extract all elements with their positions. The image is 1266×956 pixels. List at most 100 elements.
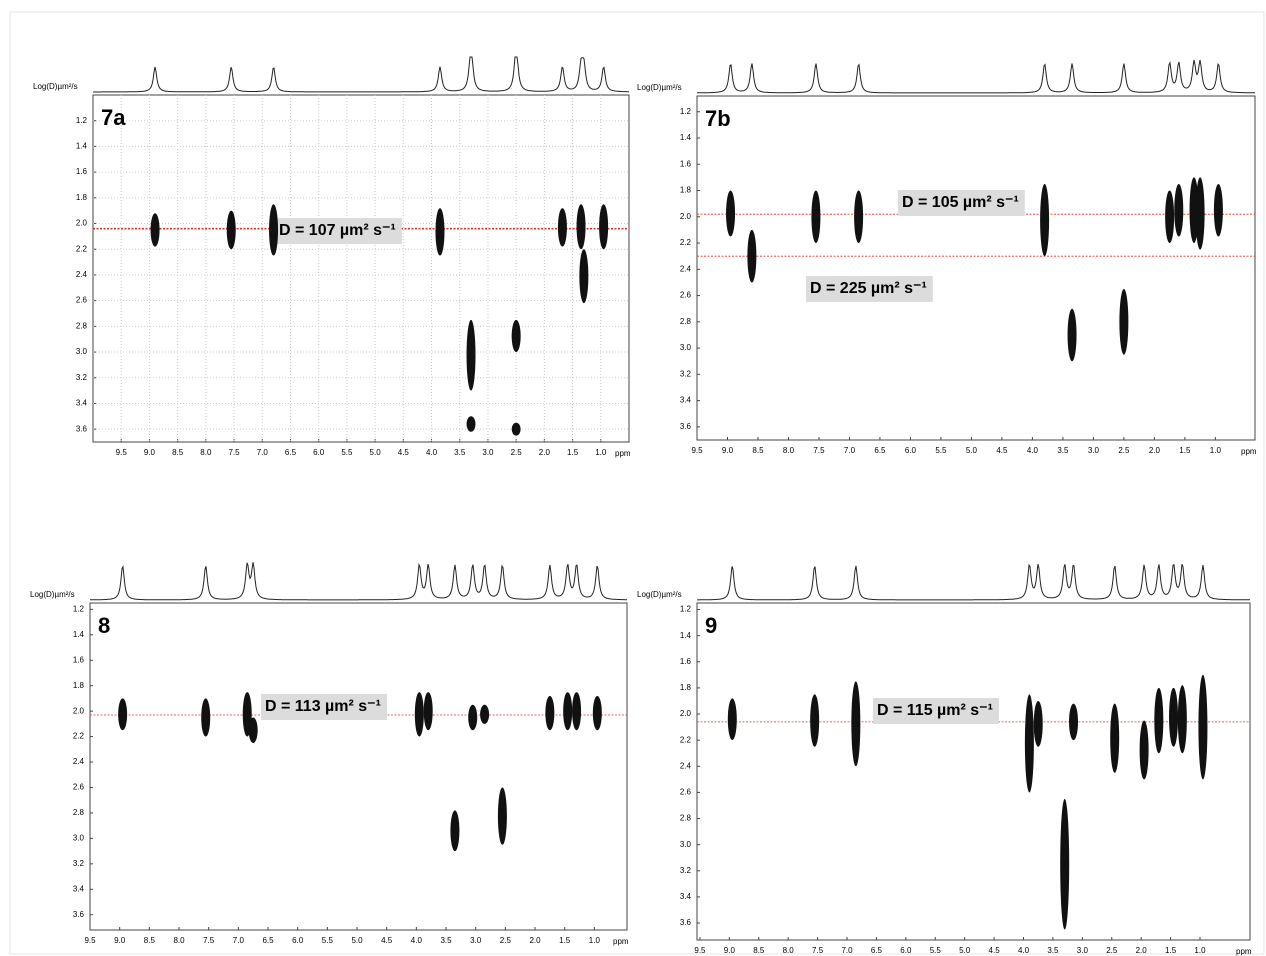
x-tick-label: 4.0 — [426, 448, 438, 457]
panel-label: 8 — [98, 613, 110, 638]
y-tick-label: 3.6 — [680, 422, 692, 431]
y-tick-label: 2.8 — [680, 814, 692, 823]
diffusion-spot — [201, 698, 211, 737]
x-tick-label: 3.5 — [1047, 946, 1059, 955]
x-tick-label: 1.0 — [589, 936, 601, 945]
diffusion-spot — [811, 190, 821, 244]
diffusion-spot — [1198, 674, 1208, 780]
annotation: D = 115 µm² s⁻¹ — [877, 702, 993, 719]
y-tick-label: 3.4 — [680, 892, 692, 901]
diffusion-spot — [226, 210, 236, 250]
diffusion-spot — [1069, 703, 1079, 741]
plot-frame — [696, 602, 1251, 941]
y-tick-label: 2.6 — [76, 296, 88, 305]
figure-border — [9, 11, 1265, 955]
y-axis-label: Log(D)µm²/s — [637, 590, 682, 599]
diffusion-spot — [1067, 308, 1077, 362]
x-tick-label: 2.5 — [1106, 946, 1118, 955]
x-tick-label: 7.5 — [813, 446, 825, 455]
y-axis-label: Log(D)µm²/s — [30, 590, 75, 599]
panel-label: 7a — [101, 105, 126, 130]
x-tick-label: 5.0 — [351, 936, 363, 945]
y-tick-label: 3.6 — [76, 424, 88, 433]
x-tick-label: 5.0 — [966, 446, 978, 455]
y-tick-label: 2.0 — [73, 706, 85, 715]
y-tick-label: 2.0 — [680, 709, 692, 718]
y-tick-label: 3.0 — [680, 840, 692, 849]
diffusion-spot — [423, 692, 433, 731]
x-tick-label: 6.0 — [313, 448, 325, 457]
x-axis-label: ppm — [1236, 947, 1252, 956]
diffusion-spot — [1213, 183, 1223, 237]
x-tick-label: 3.5 — [454, 448, 466, 457]
y-tick-label: 3.2 — [73, 859, 85, 868]
spectrum-trace — [93, 56, 629, 93]
diffusion-spot — [1139, 720, 1149, 780]
x-tick-label: 9.5 — [691, 446, 703, 455]
x-tick-label: 9.5 — [116, 448, 128, 457]
diffusion-spot — [851, 681, 861, 767]
diffusion-spot — [726, 190, 736, 237]
x-tick-label: 9.5 — [84, 936, 96, 945]
diffusion-spot — [592, 695, 602, 731]
x-tick-label: 4.5 — [989, 946, 1001, 955]
y-tick-label: 1.4 — [680, 631, 692, 640]
y-tick-label: 2.8 — [76, 321, 88, 330]
y-tick-label: 2.6 — [680, 788, 692, 797]
diffusion-spot — [511, 422, 521, 436]
diffusion-spot — [1165, 190, 1175, 244]
x-tick-label: 5.5 — [935, 446, 947, 455]
x-tick-label: 8.0 — [173, 936, 185, 945]
x-tick-label: 8.0 — [783, 946, 795, 955]
x-tick-label: 5.0 — [370, 448, 382, 457]
diffusion-spot — [576, 204, 586, 250]
spectrum-trace — [90, 562, 627, 601]
x-tick-label: 2.5 — [511, 448, 523, 457]
x-tick-label: 6.5 — [262, 936, 274, 945]
diffusion-spot — [579, 249, 589, 304]
x-tick-label: 9.0 — [114, 936, 126, 945]
y-tick-label: 1.6 — [680, 159, 692, 168]
y-tick-label: 1.4 — [73, 630, 85, 639]
diffusion-spot — [450, 810, 460, 852]
annotation-box — [275, 218, 402, 244]
x-tick-label: 9.5 — [694, 946, 706, 955]
x-tick-label: 7.5 — [812, 946, 824, 955]
x-tick-label: 6.5 — [874, 446, 886, 455]
x-tick-label: 8.5 — [753, 946, 765, 955]
diffusion-spot — [810, 694, 820, 747]
x-tick-label: 6.5 — [871, 946, 883, 955]
x-tick-label: 1.5 — [1179, 446, 1191, 455]
diffusion-spot — [1033, 700, 1043, 747]
diffusion-spot — [1174, 183, 1184, 237]
x-tick-label: 6.0 — [292, 936, 304, 945]
x-tick-label: 1.5 — [1165, 946, 1177, 955]
diffusion-spot — [248, 717, 258, 743]
diffusion-spot — [480, 704, 490, 724]
y-tick-label: 1.8 — [680, 186, 692, 195]
diffusion-spot — [572, 692, 582, 731]
x-tick-label: 7.0 — [257, 448, 269, 457]
diffusion-spot — [435, 208, 445, 256]
diffusion-spot — [1154, 687, 1164, 754]
x-tick-label: 7.0 — [841, 946, 853, 955]
diffusion-spot — [1177, 685, 1187, 754]
y-tick-label: 2.4 — [76, 270, 88, 279]
diffusion-spot — [1040, 183, 1050, 257]
x-tick-label: 8.5 — [144, 936, 156, 945]
x-tick-label: 7.5 — [228, 448, 240, 457]
y-tick-label: 2.0 — [76, 219, 88, 228]
x-tick-label: 6.0 — [905, 446, 917, 455]
diffusion-spot — [468, 704, 478, 731]
x-tick-label: 9.0 — [724, 946, 736, 955]
diffusion-spot — [150, 213, 160, 247]
x-tick-label: 4.0 — [1027, 446, 1039, 455]
y-tick-label: 2.2 — [76, 244, 88, 253]
diffusion-spot — [854, 190, 864, 244]
y-tick-label: 3.0 — [73, 833, 85, 842]
diffusion-spot — [511, 319, 521, 353]
y-tick-label: 3.6 — [73, 910, 85, 919]
diffusion-spot — [269, 204, 279, 256]
x-tick-label: 8.5 — [172, 448, 184, 457]
